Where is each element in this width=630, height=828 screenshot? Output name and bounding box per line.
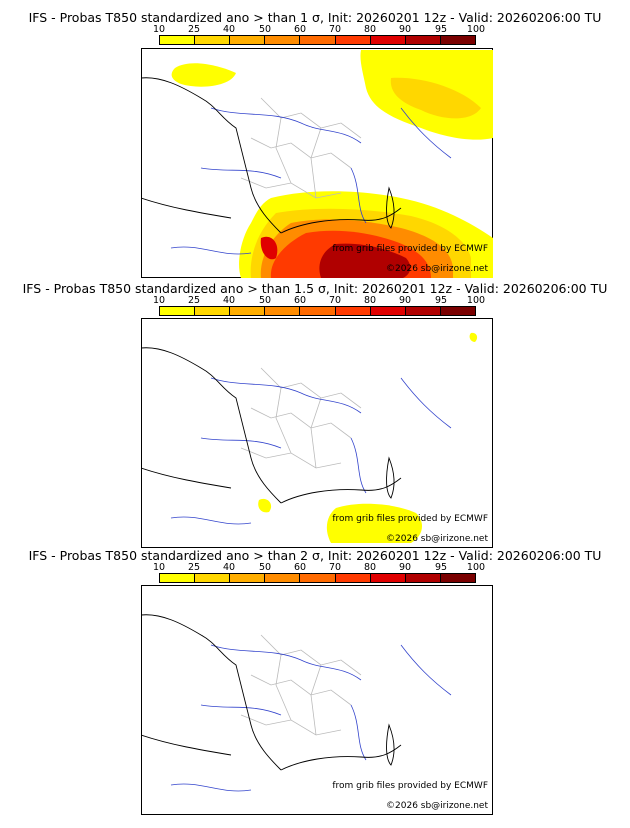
- colorbar-tick: 60: [293, 562, 307, 573]
- map-frame: from grib files provided by ECMWF ©2026 …: [141, 48, 493, 278]
- colorbar-tick: 10: [152, 562, 166, 573]
- colorbar-tick: 80: [363, 24, 377, 35]
- colorbar-swatch: [230, 574, 266, 582]
- data-credit: from grib files provided by ECMWF: [332, 781, 488, 791]
- colorbar-swatch: [300, 574, 336, 582]
- colorbar-tick: 100: [466, 562, 486, 573]
- colorbar: [159, 306, 476, 316]
- colorbar-tick: 80: [363, 295, 377, 306]
- colorbar-tick: 25: [187, 295, 201, 306]
- colorbar-tick: 95: [434, 24, 448, 35]
- colorbar-tick: 90: [398, 24, 412, 35]
- colorbar-labels: 10 25 40 50 60 70 80 90 95 100: [153, 24, 485, 35]
- colorbar-swatch: [440, 574, 475, 582]
- copyright: ©2026 sb@irizone.net: [386, 264, 488, 274]
- france-map: [141, 585, 493, 815]
- colorbar-tick: 100: [466, 295, 486, 306]
- map-frame: from grib files provided by ECMWF ©2026 …: [141, 585, 493, 815]
- colorbar-tick: 40: [222, 295, 236, 306]
- colorbar-swatch: [440, 36, 475, 44]
- colorbar-swatch: [370, 307, 406, 315]
- colorbar: [159, 35, 476, 45]
- colorbar-swatch: [300, 36, 336, 44]
- colorbar-swatch: [335, 574, 371, 582]
- colorbar-swatch: [195, 36, 231, 44]
- colorbar: [159, 573, 476, 583]
- rivers: [170, 644, 452, 792]
- coastline: [141, 614, 402, 771]
- admin-borders: [240, 367, 362, 469]
- rivers: [170, 107, 452, 255]
- colorbar-swatch: [265, 574, 301, 582]
- admin-borders: [240, 97, 362, 199]
- panel-title: IFS - Probas T850 standardized ano > tha…: [28, 548, 602, 563]
- probability-panel-1-5sigma: IFS - Probas T850 standardized ano > tha…: [0, 281, 630, 551]
- france-map: [141, 48, 493, 278]
- coastline: [141, 77, 402, 234]
- probability-field: [258, 332, 478, 543]
- probability-field: [171, 50, 493, 278]
- colorbar-swatch: [160, 36, 196, 44]
- probability-panel-1sigma: IFS - Probas T850 standardized ano > tha…: [0, 10, 630, 280]
- colorbar-swatch: [230, 36, 266, 44]
- colorbar-swatch: [160, 307, 196, 315]
- data-credit: from grib files provided by ECMWF: [332, 514, 488, 524]
- colorbar-swatch: [335, 307, 371, 315]
- copyright: ©2026 sb@irizone.net: [386, 801, 488, 811]
- probability-panel-2sigma: IFS - Probas T850 standardized ano > tha…: [0, 548, 630, 818]
- colorbar-tick: 60: [293, 24, 307, 35]
- colorbar-tick: 10: [152, 24, 166, 35]
- colorbar-tick: 95: [434, 295, 448, 306]
- rivers: [170, 377, 452, 525]
- coastline: [141, 347, 402, 504]
- colorbar-tick: 90: [398, 562, 412, 573]
- map-frame: from grib files provided by ECMWF ©2026 …: [141, 318, 493, 548]
- copyright: ©2026 sb@irizone.net: [386, 534, 488, 544]
- france-map: [141, 318, 493, 548]
- colorbar-swatch: [370, 574, 406, 582]
- panel-title: IFS - Probas T850 standardized ano > tha…: [28, 10, 602, 25]
- colorbar-tick: 40: [222, 24, 236, 35]
- colorbar-tick: 70: [328, 24, 342, 35]
- colorbar-swatch: [440, 307, 475, 315]
- colorbar-tick: 90: [398, 295, 412, 306]
- colorbar-tick: 95: [434, 562, 448, 573]
- colorbar-swatch: [230, 307, 266, 315]
- colorbar-swatch: [160, 574, 196, 582]
- colorbar-tick: 10: [152, 295, 166, 306]
- colorbar-swatch: [405, 36, 441, 44]
- colorbar-tick: 70: [328, 562, 342, 573]
- colorbar-swatch: [405, 574, 441, 582]
- colorbar-tick: 25: [187, 562, 201, 573]
- colorbar-tick: 80: [363, 562, 377, 573]
- colorbar-tick: 70: [328, 295, 342, 306]
- colorbar-labels: 10 25 40 50 60 70 80 90 95 100: [153, 295, 485, 306]
- colorbar-labels: 10 25 40 50 60 70 80 90 95 100: [153, 562, 485, 573]
- colorbar-swatch: [265, 307, 301, 315]
- colorbar-swatch: [370, 36, 406, 44]
- colorbar-swatch: [265, 36, 301, 44]
- admin-borders: [240, 634, 362, 736]
- colorbar-swatch: [195, 307, 231, 315]
- colorbar-tick: 100: [466, 24, 486, 35]
- colorbar-swatch: [335, 36, 371, 44]
- colorbar-tick: 50: [258, 24, 272, 35]
- colorbar-swatch: [195, 574, 231, 582]
- colorbar-tick: 40: [222, 562, 236, 573]
- data-credit: from grib files provided by ECMWF: [332, 244, 488, 254]
- colorbar-tick: 25: [187, 24, 201, 35]
- colorbar-swatch: [300, 307, 336, 315]
- colorbar-tick: 50: [258, 295, 272, 306]
- panel-title: IFS - Probas T850 standardized ano > tha…: [22, 281, 608, 296]
- colorbar-tick: 50: [258, 562, 272, 573]
- colorbar-tick: 60: [293, 295, 307, 306]
- colorbar-swatch: [405, 307, 441, 315]
